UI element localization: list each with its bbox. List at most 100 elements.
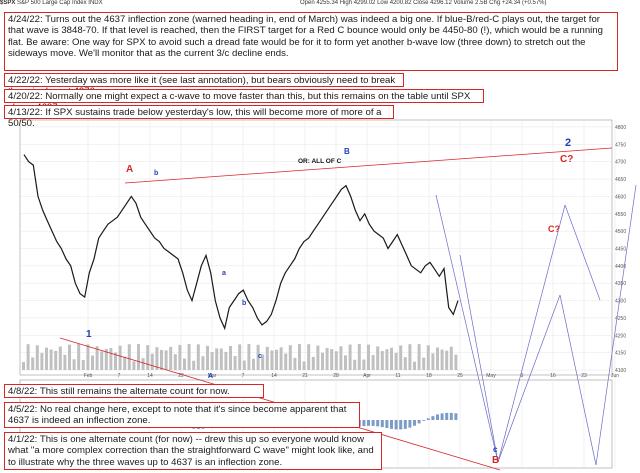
volume-bar xyxy=(288,345,292,370)
wave-label-c: c xyxy=(258,353,262,360)
volume-bar xyxy=(242,360,246,370)
volume-bar xyxy=(426,345,430,370)
volume-bar xyxy=(256,344,260,370)
annotation-4-8: 4/8/22: This still remains the alternate… xyxy=(4,384,264,398)
price-line xyxy=(23,154,459,331)
y-tick-label: 4150 xyxy=(615,351,626,357)
x-tick-label: 14 xyxy=(147,373,153,379)
volume-bar xyxy=(146,345,150,370)
macd-histogram-bar xyxy=(436,414,439,420)
volume-bar xyxy=(187,344,191,370)
volume-bar xyxy=(173,354,177,370)
projection-line xyxy=(564,204,601,301)
macd-histogram-bar xyxy=(390,420,393,429)
volume-bar xyxy=(265,346,269,370)
x-tick-label: Apr xyxy=(363,373,371,379)
volume-bar xyxy=(440,349,444,370)
volume-bar xyxy=(229,345,232,370)
volume-bar xyxy=(224,351,228,370)
volume-bar xyxy=(284,353,288,370)
volume-bar xyxy=(192,360,196,370)
volume-bar xyxy=(238,344,242,370)
volume-bar xyxy=(316,345,320,370)
x-tick-label: 28 xyxy=(333,373,339,379)
y-tick-label: 4350 xyxy=(615,281,626,287)
projection-line xyxy=(497,204,566,463)
volume-bar xyxy=(311,356,315,370)
y-tick-label: 4300 xyxy=(615,299,626,305)
volume-bar xyxy=(132,361,136,370)
macd-histogram-bar xyxy=(445,412,449,420)
wave-label-B-red: B xyxy=(492,455,499,466)
volume-bar xyxy=(123,356,127,370)
volume-bar xyxy=(247,344,251,370)
volume-bar xyxy=(233,356,237,370)
volume-bar xyxy=(449,346,453,370)
macd-histogram-bar xyxy=(376,420,380,427)
volume-bar xyxy=(403,357,407,370)
macd-histogram-bar xyxy=(399,420,403,430)
volume-bar xyxy=(344,355,347,370)
volume-bar xyxy=(436,347,439,370)
volume-bar xyxy=(54,350,58,370)
x-tick-label: 21 xyxy=(302,373,308,379)
volume-bar xyxy=(72,359,76,370)
volume-bar xyxy=(160,349,163,370)
x-tick-label: 14 xyxy=(271,373,277,379)
macd-histogram-bar xyxy=(413,420,416,426)
y-tick-label: 4250 xyxy=(615,316,626,322)
macd-histogram-bar xyxy=(408,420,412,428)
wave-label-c-low: c xyxy=(493,445,498,454)
wave-label-C-q-top: C? xyxy=(560,154,573,165)
y-tick-label: 4500 xyxy=(615,229,626,235)
macd-histogram-bar xyxy=(422,420,426,421)
volume-bar xyxy=(422,357,426,370)
volume-bar xyxy=(31,357,35,370)
plot-frame xyxy=(19,119,613,376)
volume-bar xyxy=(127,344,131,370)
volume-bar xyxy=(279,347,283,370)
volume-bar xyxy=(68,344,71,370)
annotation-4-24: 4/24/22: Turns out the 4637 inflection z… xyxy=(4,12,618,71)
symbol-name: S&P 500 Large Cap Index xyxy=(17,0,87,6)
volume-bar xyxy=(45,347,48,370)
volume-bar xyxy=(376,346,380,370)
projection-line xyxy=(595,184,637,466)
volume-bar xyxy=(77,344,81,370)
wave-label-A-blue: A xyxy=(208,373,213,380)
x-tick-label: May xyxy=(486,373,496,379)
volume-bar xyxy=(109,348,113,370)
macd-histogram-bar xyxy=(449,412,453,420)
volume-bar xyxy=(334,351,338,370)
y-tick-label: 4550 xyxy=(615,212,626,218)
volume-bar xyxy=(380,351,384,370)
volume-bar xyxy=(298,344,301,370)
volume-bar xyxy=(399,345,403,370)
volume-bar xyxy=(252,358,255,370)
volume-bar xyxy=(454,354,458,370)
volume-bar xyxy=(91,355,94,370)
volume-bar xyxy=(183,358,186,370)
volume-bar xyxy=(339,346,343,370)
volume-bar xyxy=(155,347,159,370)
label-or-all-of-c: OR: ALL OF C xyxy=(298,158,342,165)
volume-bar xyxy=(390,347,393,370)
volume-bar xyxy=(302,361,306,370)
volume-bar xyxy=(417,344,421,370)
y-tick-label: 4450 xyxy=(615,246,626,252)
x-tick-label: Feb xyxy=(84,373,93,379)
wave-label-b2: b xyxy=(242,300,246,307)
macd-histogram-bar xyxy=(440,413,444,420)
volume-bar xyxy=(321,352,324,370)
macd-histogram-bar xyxy=(454,413,458,420)
macd-histogram-bar xyxy=(417,420,421,424)
volume-bar xyxy=(362,359,366,370)
y-tick-label: 4700 xyxy=(615,160,626,166)
volume-bar xyxy=(164,350,168,370)
volume-bar xyxy=(178,344,182,370)
volume-bar xyxy=(215,348,219,370)
y-tick-label: 4100 xyxy=(615,368,626,374)
x-tick-label: 11 xyxy=(395,373,400,379)
volume-bar xyxy=(150,353,154,370)
